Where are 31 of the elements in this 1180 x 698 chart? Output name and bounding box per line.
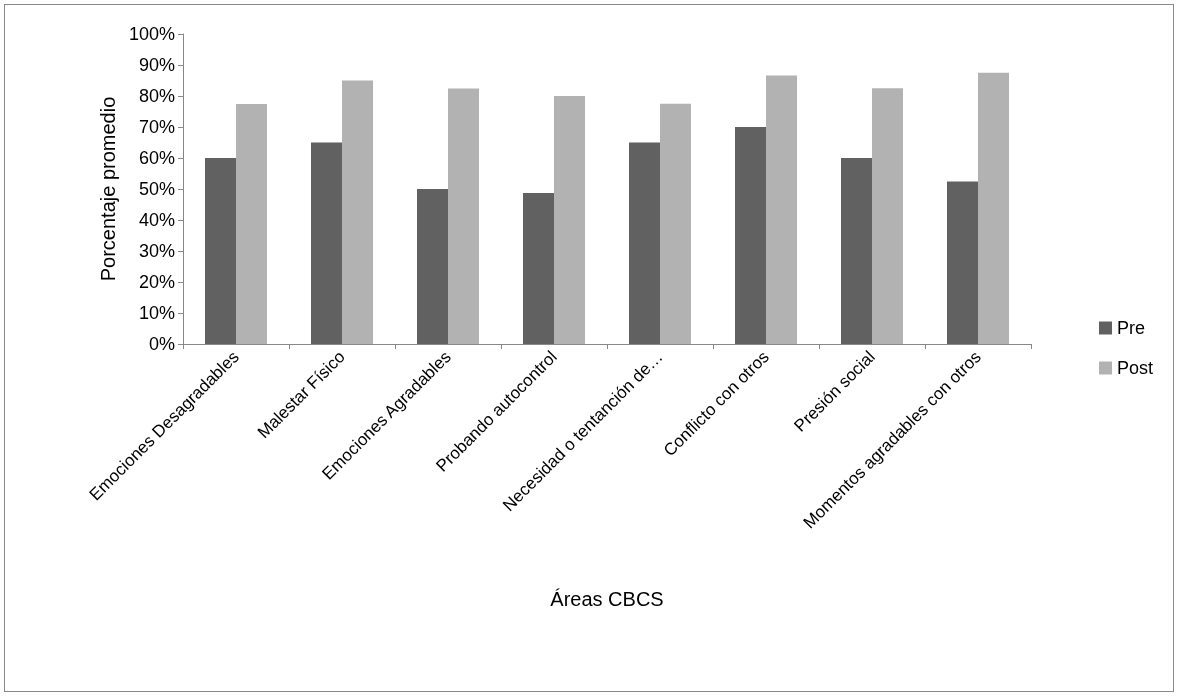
legend-label: Pre	[1116, 318, 1145, 338]
y-tick-label: 80%	[138, 86, 175, 106]
bar	[311, 142, 342, 344]
bar	[236, 104, 267, 344]
bar	[205, 158, 236, 344]
y-tick-label: 70%	[138, 117, 175, 137]
y-tick-label: 100%	[128, 24, 175, 44]
legend-label: Post	[1116, 358, 1154, 378]
bar	[342, 80, 373, 344]
bar	[417, 189, 448, 344]
y-tick-label: 50%	[138, 179, 175, 199]
y-tick-label: 40%	[138, 210, 175, 230]
bar	[841, 158, 872, 344]
y-axis-title: Porcentaje promedio	[97, 96, 120, 282]
bar	[448, 88, 479, 344]
y-tick-label: 90%	[138, 55, 175, 75]
bar	[766, 75, 797, 344]
y-tick-label: 0%	[148, 334, 175, 354]
bar	[872, 88, 903, 344]
bar	[523, 193, 554, 344]
y-tick-label: 20%	[138, 272, 175, 292]
bar	[947, 181, 978, 344]
bar	[978, 72, 1009, 344]
bar	[660, 103, 691, 344]
bar	[735, 127, 766, 344]
y-tick-label: 30%	[138, 241, 175, 261]
bar	[554, 96, 585, 344]
x-axis-title: Áreas CBCS	[550, 588, 664, 610]
bar	[629, 142, 660, 344]
y-tick-label: 10%	[138, 303, 175, 323]
y-tick-label: 60%	[138, 148, 175, 168]
